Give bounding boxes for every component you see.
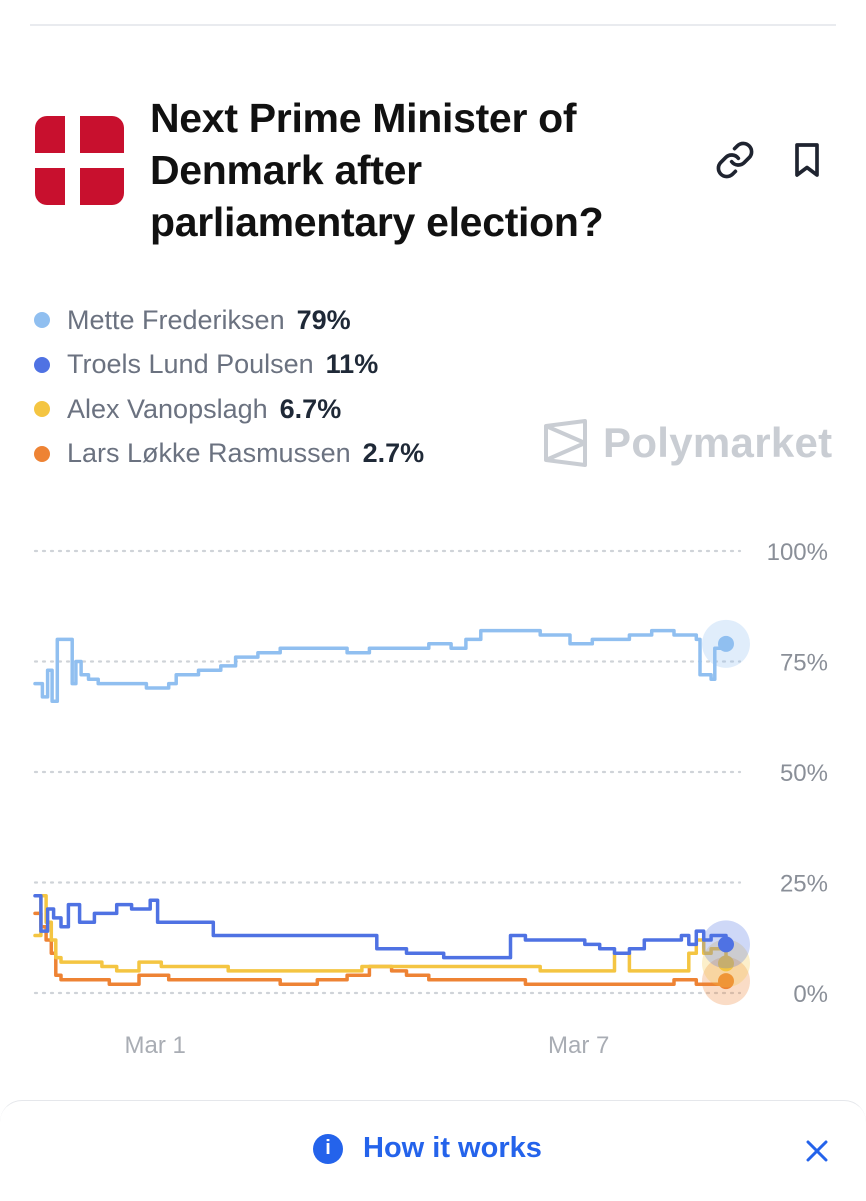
series-line-alex [33,894,728,973]
legend-item-alex: Alex Vanopslagh 6.7% [34,387,424,432]
bottom-bar [0,1100,866,1201]
y-tick-label: 25% [780,871,828,898]
polymarket-logo-icon [544,419,587,467]
x-tick-label: Mar 1 [125,1032,186,1059]
probability-chart: 100% 75% 50% 25% 0% Mar 1 Mar 7 [33,539,828,1059]
legend-percent: 6.7% [279,393,342,424]
bookmark-icon[interactable] [785,138,829,182]
legend-percent: 79% [296,304,351,335]
watermark-text: Polymarket [603,419,833,466]
series-end-dot-lars [717,973,734,990]
info-icon: i [313,1133,343,1164]
how-it-works-label: How it works [363,1132,542,1164]
link-icon[interactable] [713,138,757,182]
close-icon[interactable] [800,1134,834,1168]
legend-dot-lars [34,445,50,462]
y-tick-label: 75% [780,650,828,677]
legend-name: Alex Vanopslagh [67,393,268,424]
series-end-dot-troels [717,936,734,953]
legend-item-troels: Troels Lund Poulsen 11% [34,343,424,388]
legend-item-mette: Mette Frederiksen 79% [34,298,424,343]
series-end-dot-mette [717,635,734,652]
legend-dot-mette [34,312,50,329]
legend-name: Lars Løkke Rasmussen [67,438,351,469]
series-line-troels [33,894,728,960]
legend-name: Mette Frederiksen [67,304,285,335]
x-tick-label: Mar 7 [548,1032,609,1059]
series-end-dot-alex [717,955,734,972]
polymarket-watermark: Polymarket [543,418,832,468]
legend-dot-alex [34,401,50,418]
chart-legend: Mette Frederiksen 79% Troels Lund Poulse… [34,298,424,476]
y-tick-label: 100% [767,539,828,566]
legend-item-lars: Lars Løkke Rasmussen 2.7% [34,432,424,477]
legend-percent: 11% [325,349,379,380]
legend-name: Troels Lund Poulsen [67,349,314,380]
how-it-works-button[interactable]: i How it works [313,1132,542,1165]
denmark-flag [35,116,124,205]
series-line-lars [33,911,728,986]
legend-percent: 2.7% [362,438,425,469]
legend-dot-troels [34,356,50,373]
y-tick-label: 50% [780,760,828,787]
market-title: Next Prime Minister of Denmark after par… [150,95,604,245]
top-divider [30,24,836,26]
y-tick-label: 0% [793,981,828,1008]
series-line-mette [33,628,728,704]
